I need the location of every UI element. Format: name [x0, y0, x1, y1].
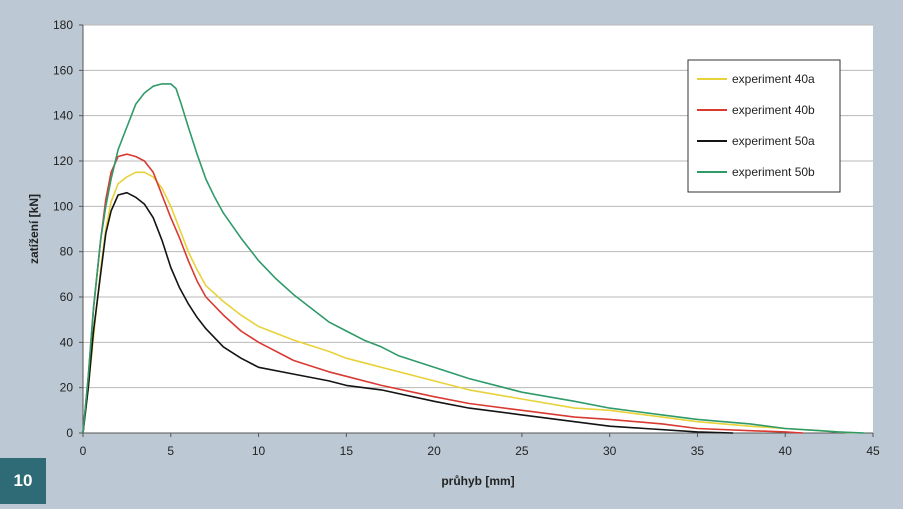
y-tick-label: 40: [60, 335, 74, 349]
y-axis-label: zatížení [kN]: [27, 194, 41, 264]
legend-label: experiment 50b: [732, 165, 815, 179]
x-tick-label: 45: [866, 444, 880, 458]
x-tick-label: 10: [252, 444, 266, 458]
legend-label: experiment 40b: [732, 103, 815, 117]
y-tick-label: 0: [66, 426, 73, 440]
series-line-experiment-50b: [82, 83, 865, 434]
y-tick-label: 120: [53, 154, 73, 168]
x-tick-label: 0: [80, 444, 87, 458]
x-tick-label: 20: [427, 444, 441, 458]
y-tick-label: 20: [60, 381, 74, 395]
x-axis-label: průhyb [mm]: [441, 474, 514, 488]
y-tick-label: 60: [60, 290, 74, 304]
x-tick-label: 15: [340, 444, 354, 458]
y-tick-label: 100: [53, 199, 73, 213]
y-tick-label: 140: [53, 109, 73, 123]
figure-number-badge: 10: [0, 458, 46, 504]
series-line-experiment-40a: [82, 171, 857, 434]
x-tick-label: 30: [603, 444, 617, 458]
legend-label: experiment 40a: [732, 72, 815, 86]
axes: [82, 25, 873, 434]
legend-box: [687, 59, 841, 193]
y-tick-label: 160: [53, 63, 73, 77]
y-ticks: 0 20 40 60 80 100 120 140 160 180: [53, 18, 83, 440]
series-line-experiment-50a: [82, 191, 734, 434]
x-tick-label: 35: [691, 444, 705, 458]
y-tick-label: 80: [60, 245, 74, 259]
x-tick-label: 25: [515, 444, 529, 458]
x-ticks: 0 5 10 15 20 25 30 35 40 45: [80, 433, 880, 458]
series-lines: [82, 83, 865, 434]
legend-label: experiment 50a: [732, 134, 815, 148]
x-tick-label: 5: [167, 444, 174, 458]
x-tick-label: 40: [779, 444, 793, 458]
y-tick-label: 180: [53, 18, 73, 32]
legend: experiment 40a experiment 40b experiment 5…: [687, 59, 841, 193]
